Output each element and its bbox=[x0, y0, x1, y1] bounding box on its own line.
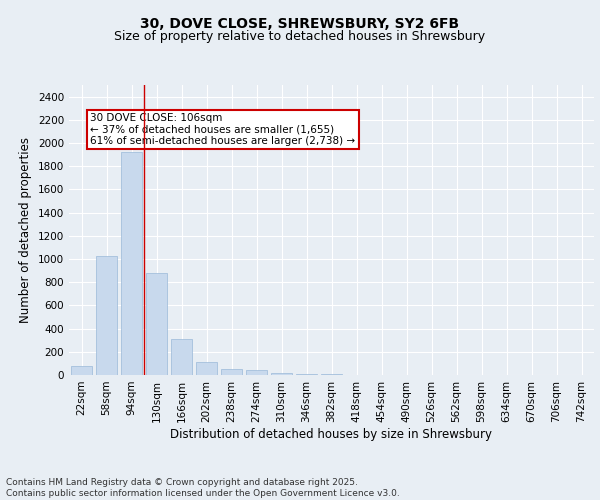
Y-axis label: Number of detached properties: Number of detached properties bbox=[19, 137, 32, 323]
Bar bbox=[121, 152, 142, 375]
Bar bbox=[96, 256, 117, 375]
Text: Size of property relative to detached houses in Shrewsbury: Size of property relative to detached ho… bbox=[115, 30, 485, 43]
X-axis label: Distribution of detached houses by size in Shrewsbury: Distribution of detached houses by size … bbox=[170, 428, 493, 440]
Text: 30, DOVE CLOSE, SHREWSBURY, SY2 6FB: 30, DOVE CLOSE, SHREWSBURY, SY2 6FB bbox=[140, 18, 460, 32]
Bar bbox=[321, 374, 342, 375]
Bar bbox=[221, 368, 242, 375]
Bar bbox=[246, 370, 267, 375]
Bar bbox=[271, 372, 292, 375]
Bar bbox=[146, 273, 167, 375]
Text: 30 DOVE CLOSE: 106sqm
← 37% of detached houses are smaller (1,655)
61% of semi-d: 30 DOVE CLOSE: 106sqm ← 37% of detached … bbox=[90, 113, 355, 146]
Bar bbox=[171, 339, 192, 375]
Bar bbox=[71, 366, 92, 375]
Bar bbox=[196, 362, 217, 375]
Text: Contains HM Land Registry data © Crown copyright and database right 2025.
Contai: Contains HM Land Registry data © Crown c… bbox=[6, 478, 400, 498]
Bar bbox=[296, 374, 317, 375]
